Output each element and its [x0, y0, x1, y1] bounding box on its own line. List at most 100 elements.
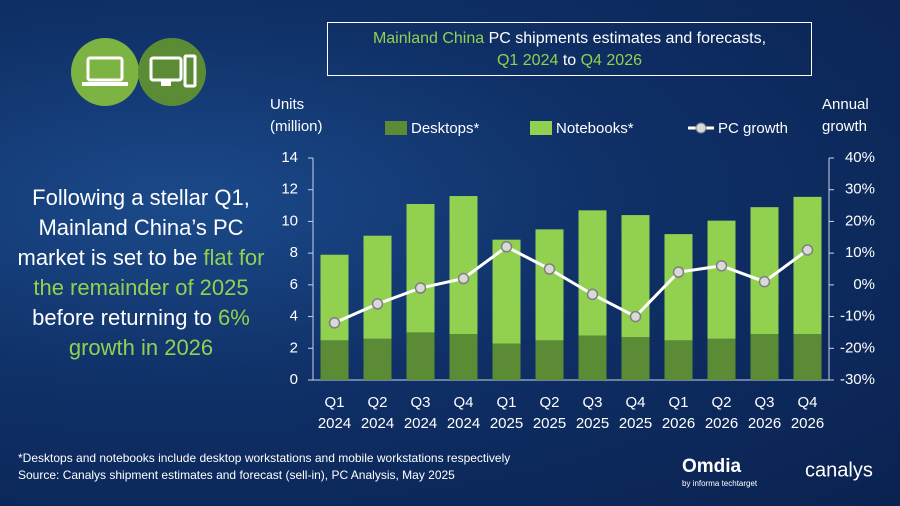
y2-axis-label: growth	[822, 118, 867, 135]
growth-marker	[672, 266, 685, 278]
omdia-sub: by informa techtarget	[682, 479, 758, 488]
x-tick-label: Q1	[324, 394, 344, 411]
growth-marker	[414, 282, 427, 294]
legend-label: Desktops*	[411, 120, 480, 137]
bar-segment	[406, 332, 435, 380]
desktop-stand	[161, 80, 171, 86]
omdia-logo: Omdia	[682, 456, 742, 477]
bar-segment	[750, 207, 779, 335]
growth-marker	[500, 241, 513, 253]
bar-segment	[578, 335, 607, 380]
growth-marker	[371, 298, 384, 310]
footnote: *Desktops and notebooks include desktop …	[18, 451, 511, 465]
x-tick-label: Q4	[625, 394, 645, 411]
y-tick-label: 2	[290, 339, 298, 356]
growth-marker	[586, 288, 599, 301]
x-tick-label: Q3	[754, 394, 774, 411]
bar-segment	[320, 340, 349, 380]
growth-marker	[801, 244, 814, 256]
canalys-logo: canalys	[805, 459, 873, 481]
bar-segment	[750, 334, 779, 380]
headline: Following a stellar Q1, Mainland China’s…	[12, 183, 270, 363]
bar-segment	[578, 210, 607, 336]
x-tick-label: 2025	[533, 415, 566, 432]
laptop-icon-bg	[71, 38, 139, 106]
footnote: Source: Canalys shipment estimates and f…	[18, 468, 455, 482]
bar-segment	[492, 343, 521, 380]
y-tick-label: 14	[281, 149, 298, 166]
x-tick-label: Q2	[711, 394, 731, 411]
laptop-base	[82, 82, 128, 86]
title-part: Q1 2024	[496, 52, 559, 69]
y-tick-label: 0	[290, 371, 298, 388]
bar-segment	[535, 340, 564, 380]
legend-swatch	[530, 121, 552, 135]
growth-marker	[543, 263, 556, 275]
bar-segment	[449, 196, 478, 335]
title-box: Mainland China PC shipments estimates an…	[327, 22, 812, 76]
legend-label: Notebooks*	[556, 120, 634, 137]
x-tick-label: 2024	[361, 415, 394, 432]
bar-segment	[363, 338, 392, 380]
x-tick-label: 2025	[490, 415, 523, 432]
x-tick-label: Q4	[797, 394, 817, 411]
headline-part: flat for the remainder of 2025	[33, 245, 265, 300]
bar-segment	[449, 334, 478, 380]
y-tick-label: 10	[281, 212, 298, 229]
bar-segment	[707, 338, 736, 380]
desktop-tower	[183, 54, 197, 88]
bar-segment	[363, 235, 392, 339]
growth-marker	[328, 317, 341, 329]
y2-tick-label: 10%	[845, 244, 875, 261]
x-tick-label: Q4	[453, 394, 473, 411]
x-tick-label: 2025	[619, 415, 652, 432]
y2-tick-label: 30%	[845, 181, 875, 198]
bar-segment	[492, 239, 521, 344]
y2-tick-label: 0%	[853, 276, 875, 293]
legend-label: PC growth	[718, 120, 788, 137]
x-tick-label: Q1	[668, 394, 688, 411]
growth-line	[333, 245, 809, 325]
growth-marker	[758, 275, 771, 288]
title-part: PC shipments estimates and forecasts,	[484, 30, 767, 47]
x-tick-label: 2026	[748, 415, 781, 432]
title-part: to	[558, 52, 581, 69]
x-tick-label: Q2	[367, 394, 387, 411]
growth-marker	[715, 260, 728, 272]
legend-swatch	[385, 121, 407, 135]
legend-marker	[695, 122, 707, 134]
bar-segment	[793, 196, 822, 335]
y2-tick-label: -10%	[840, 308, 875, 325]
bar-segment	[621, 337, 650, 380]
x-tick-label: 2025	[576, 415, 609, 432]
laptop-icon	[86, 56, 124, 82]
y2-tick-label: -30%	[840, 371, 875, 388]
y2-tick-label: 20%	[845, 212, 875, 229]
bar-segment	[707, 220, 736, 339]
x-tick-label: Q1	[496, 394, 516, 411]
y-axis-label: (million)	[270, 118, 323, 135]
x-tick-label: 2024	[404, 415, 437, 432]
x-tick-label: Q3	[410, 394, 430, 411]
headline-part: before returning to	[32, 305, 219, 330]
y-tick-label: 12	[281, 181, 298, 198]
bar-segment	[535, 229, 564, 341]
footnotes: *Desktops and notebooks include desktop …	[18, 450, 510, 484]
x-tick-label: 2024	[318, 415, 351, 432]
y2-tick-label: -20%	[840, 339, 875, 356]
title-part: Mainland China	[372, 30, 485, 47]
y-tick-label: 8	[290, 244, 298, 261]
y-tick-label: 4	[290, 308, 298, 325]
x-tick-label: Q2	[539, 394, 559, 411]
x-tick-label: 2026	[662, 415, 695, 432]
headline-part: 6% growth in 2026	[68, 305, 250, 360]
bar-segment	[793, 334, 822, 380]
y-tick-label: 6	[290, 276, 298, 293]
headline-part: Following a stellar Q1, Mainland China’s…	[17, 185, 250, 270]
bar-segment	[664, 234, 693, 341]
title-part: Q4 2026	[580, 52, 642, 69]
bar-segment	[406, 203, 435, 333]
bar-segment	[664, 340, 693, 380]
